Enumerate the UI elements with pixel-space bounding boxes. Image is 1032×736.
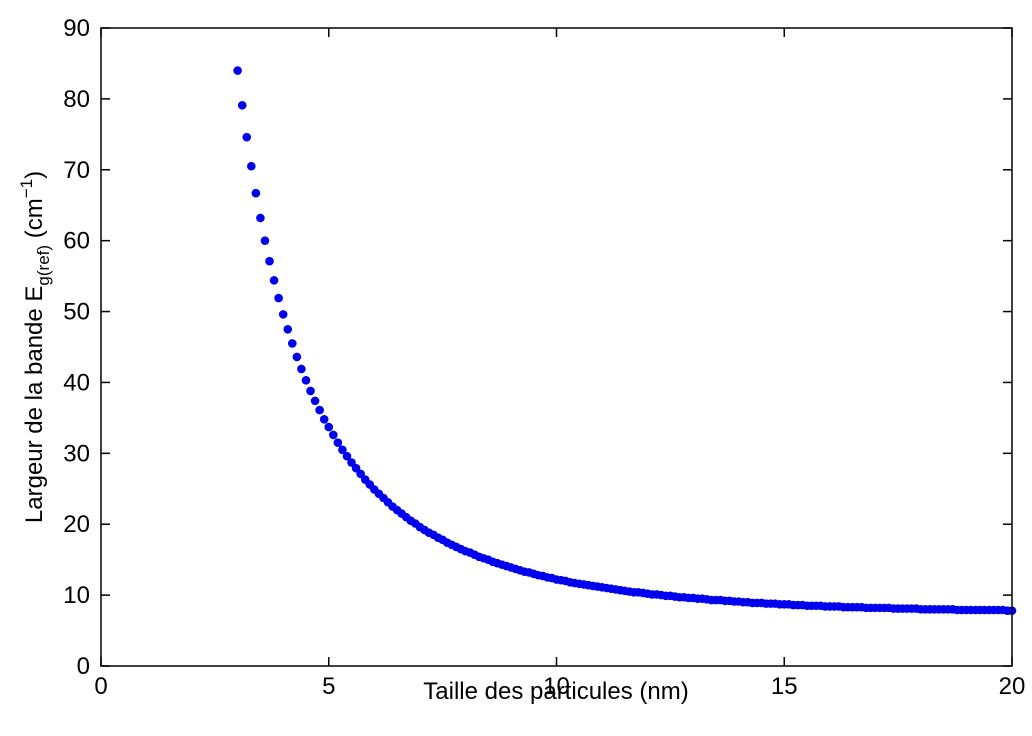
data-point [274, 293, 283, 303]
y-tick-label: 30 [63, 440, 90, 467]
y-tick-label: 80 [63, 86, 90, 113]
data-point [269, 276, 279, 285]
y-axis-label-unit-close: ) [21, 171, 48, 179]
data-point [306, 386, 315, 396]
tick-labels: 0 5 10 15 20 0 10 20 30 40 50 60 70 80 90 [63, 15, 1025, 700]
data-point [283, 324, 293, 334]
y-tick-label: 0 [77, 653, 90, 680]
x-tick-label: 15 [771, 673, 798, 700]
data-point [292, 352, 302, 362]
data-point [301, 376, 311, 385]
data-point [324, 422, 334, 432]
data-point [237, 100, 247, 110]
data-point [315, 405, 324, 415]
data-point [256, 213, 265, 223]
data-point [260, 236, 270, 245]
x-tick-label: 0 [94, 673, 107, 700]
data-points [233, 66, 1017, 616]
data-point [233, 66, 242, 75]
y-tick-label: 20 [63, 511, 90, 538]
y-tick-label: 50 [63, 299, 90, 326]
y-axis-label-unit-open: (cm [21, 198, 48, 245]
axis-ticks [100, 27, 1013, 667]
x-axis-label: Taille des particules (nm) [423, 678, 688, 705]
data-point [333, 438, 343, 448]
x-tick-label: 5 [322, 673, 335, 700]
data-point [265, 256, 274, 266]
data-point [342, 451, 352, 461]
data-point [319, 415, 329, 424]
y-axis-label: Largeur de la bande Eg(ref) (cm−1) [17, 171, 53, 523]
y-axis-label-subscript: g(ref) [34, 245, 53, 286]
x-tick-label: 10 [543, 673, 570, 700]
data-point [288, 339, 297, 348]
data-point [310, 396, 320, 406]
y-tick-label: 40 [63, 369, 90, 396]
data-point [247, 161, 256, 171]
data-point [242, 132, 252, 142]
data-point [251, 188, 261, 198]
plot-frame [100, 27, 1013, 667]
y-axis-label-superscript: −1 [17, 179, 36, 198]
y-tick-label: 90 [63, 15, 90, 42]
y-tick-label: 70 [63, 157, 90, 184]
y-tick-label: 10 [63, 582, 90, 609]
y-tick-label: 60 [63, 228, 90, 255]
data-point [278, 310, 288, 319]
data-point [297, 364, 306, 374]
data-point [338, 445, 347, 455]
y-axis-label-main: Largeur de la bande E [21, 286, 48, 524]
data-point [329, 430, 338, 440]
x-tick-label: 20 [999, 673, 1026, 700]
